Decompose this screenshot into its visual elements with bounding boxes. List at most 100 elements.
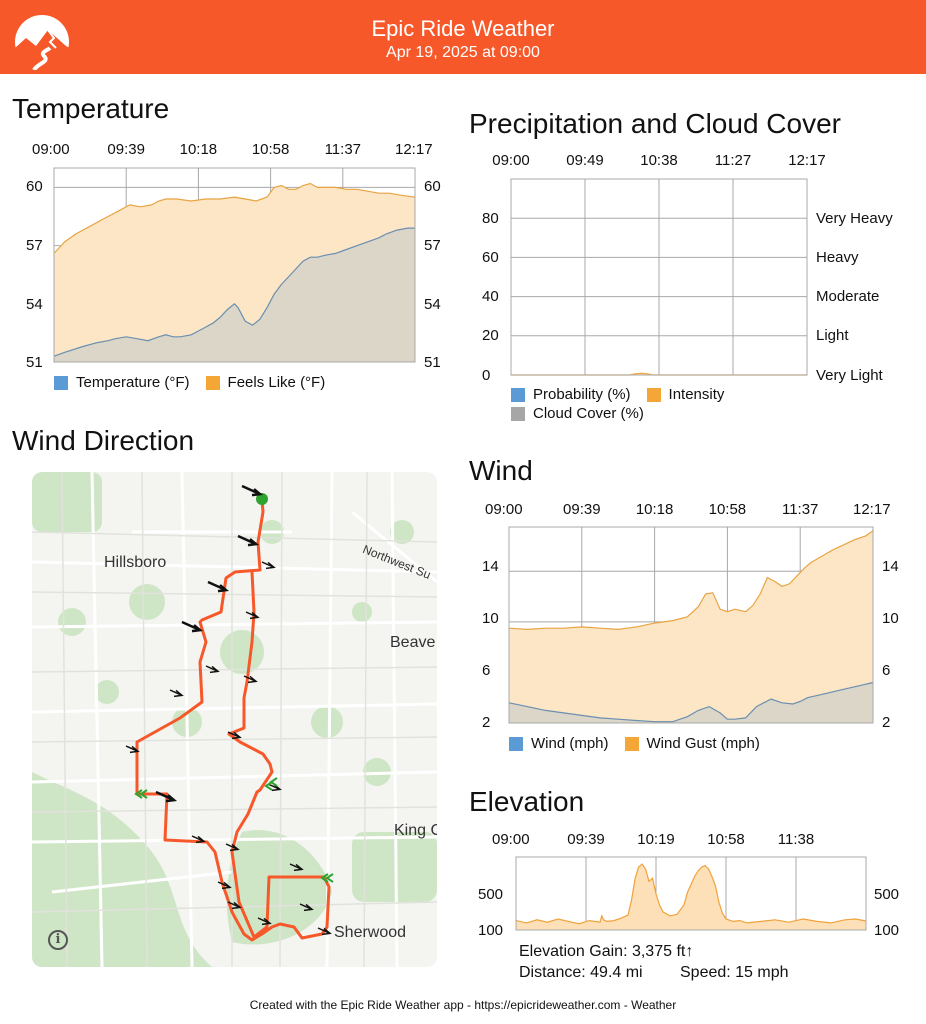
wind-arrow-icon	[289, 863, 304, 872]
series-line-1	[508, 530, 874, 631]
direction-chevrons	[134, 777, 334, 883]
wind-arrow-icon	[181, 620, 204, 633]
precipitation-x-tick: 11:27	[714, 152, 752, 169]
wind-x-tick: 10:18	[635, 501, 674, 518]
precipitation-x-tick: 12:17	[788, 152, 826, 169]
elev-chart-frame	[515, 856, 867, 931]
wind-arrow-icon	[227, 901, 242, 910]
precipitation-intensity-tick: Very Heavy	[816, 210, 893, 227]
wind-y-tick-left: 6	[482, 662, 491, 679]
cloud-cover-legend-swatch	[511, 406, 525, 421]
series-line-0	[508, 681, 874, 723]
precipitation-intensity-tick: Moderate	[816, 288, 880, 305]
wind-arrow-icon	[261, 561, 276, 570]
cloud-cover-legend: Cloud Cover (%)	[511, 405, 644, 422]
ride-distance: Distance: 49.4 mi	[519, 964, 643, 981]
precipitation-intensity-tick: Light	[816, 327, 849, 344]
temperature-x-tick: 10:18	[179, 141, 218, 158]
precipitation-y-tick: 60	[482, 249, 499, 266]
precipitation-chart	[510, 178, 808, 376]
wind-arrow-icon	[317, 927, 332, 936]
map-label-king-city: King C	[394, 822, 437, 839]
precipitation-intensity-tick: Very Light	[816, 367, 883, 384]
precipitation-y-tick: 0	[482, 367, 491, 384]
wind-direction-title: Wind Direction	[12, 425, 195, 456]
precipitation-y-tick: 80	[482, 210, 499, 227]
elevation-y-tick-left: 500	[478, 886, 504, 903]
map-info-icon[interactable]: i	[48, 930, 68, 950]
wind-arrow-icon	[299, 903, 314, 912]
wind-gust-legend-swatch	[624, 736, 639, 751]
probability-legend-swatch	[511, 387, 525, 402]
precipitation-intensity-tick: Heavy	[816, 249, 859, 266]
elevation-y-tick-left: 100	[478, 922, 504, 939]
map-label-hillsboro: Hillsboro	[104, 554, 167, 571]
wind-chart-frame	[508, 526, 874, 724]
elevation-x-tick: 09:39	[567, 831, 605, 848]
wind-chart	[508, 526, 874, 724]
wind-y-tick-right: 10	[882, 610, 899, 627]
temperature-y-tick-right: 60	[424, 178, 441, 195]
mountain-road-logo-icon	[4, 15, 84, 70]
probability-legend-label: Probability (%)	[533, 386, 631, 403]
temperature-y-tick-left: 57	[26, 237, 43, 254]
elevation-x-tick: 11:38	[777, 831, 815, 848]
wind-x-tick: 09:00	[485, 501, 523, 518]
wind-arrow-icon	[241, 484, 264, 497]
temperature-legend: Temperature (°F) Feels Like (°F)	[54, 374, 325, 391]
precipitation-y-tick: 20	[482, 327, 499, 344]
ride-speed: Speed: 15 mph	[680, 964, 789, 981]
precipitation-legend: Probability (%) Intensity	[511, 386, 724, 403]
wind-y-tick-right: 14	[882, 558, 899, 575]
wind-y-tick-left: 2	[482, 714, 491, 731]
precipitation-y-tick: 40	[482, 288, 499, 305]
elevation-x-tick: 10:58	[707, 831, 745, 848]
wind-arrow-icon	[207, 580, 230, 593]
feels-like-legend-label: Feels Like (°F)	[227, 374, 326, 391]
series-line-1	[53, 182, 416, 254]
map-label-sherwood: Sherwood	[334, 924, 407, 941]
feels-like-legend-swatch	[205, 375, 220, 390]
series-line-0	[515, 863, 867, 925]
elevation-x-tick: 10:19	[637, 831, 675, 848]
wind-arrow-icon	[169, 689, 184, 698]
wind-y-tick-right: 2	[882, 714, 891, 731]
precipitation-x-tick: 10:38	[640, 152, 678, 169]
wind-arrow-icon	[125, 745, 140, 754]
temperature-x-tick: 09:39	[107, 141, 145, 158]
wind-x-tick: 12:17	[853, 501, 891, 518]
wind-arrow-icon	[217, 881, 232, 890]
temperature-title: Temperature	[12, 93, 170, 124]
temperature-legend-label: Temperature (°F)	[76, 374, 190, 391]
map-label-beaverton: Beave	[390, 634, 436, 651]
wind-x-tick: 09:39	[563, 501, 601, 518]
temperature-chart	[53, 167, 416, 363]
app-header: Epic Ride Weather Apr 19, 2025 at 09:00	[0, 0, 926, 74]
temperature-x-tick: 09:00	[32, 141, 70, 158]
wind-arrows	[125, 484, 332, 936]
wind-arrow-icon	[257, 917, 272, 926]
route-line	[135, 499, 331, 942]
footer-weather: Weather	[631, 998, 677, 1012]
ride-datetime: Apr 19, 2025 at 09:00	[386, 44, 540, 61]
elevation-x-tick: 09:00	[492, 831, 530, 848]
intensity-legend-swatch	[646, 387, 661, 402]
series-line-0	[53, 227, 415, 357]
precip-chart-grid	[511, 179, 807, 375]
wind-arrow-icon	[245, 611, 260, 620]
footer: Created with the Epic Ride Weather app -…	[0, 998, 926, 1012]
wind-arrow-icon	[191, 835, 206, 844]
precipitation-x-tick: 09:00	[492, 152, 530, 169]
wind-arrow-icon	[227, 731, 242, 740]
temperature-x-tick: 11:37	[324, 141, 362, 158]
series-area-0	[516, 864, 866, 930]
series-area-0	[54, 228, 415, 362]
wind-y-tick-left: 14	[482, 558, 499, 575]
wind-gust-legend-label: Wind Gust (mph)	[646, 735, 760, 752]
precip-chart-frame	[510, 178, 808, 376]
series-area-0	[509, 682, 873, 723]
footer-text[interactable]: Created with the Epic Ride Weather app -…	[249, 998, 632, 1012]
wind-legend-label: Wind (mph)	[531, 735, 609, 752]
wind-x-tick: 11:37	[781, 501, 819, 518]
wind-direction-map[interactable]: Hillsboro Northwest Su Beave King C Sher…	[32, 472, 437, 967]
